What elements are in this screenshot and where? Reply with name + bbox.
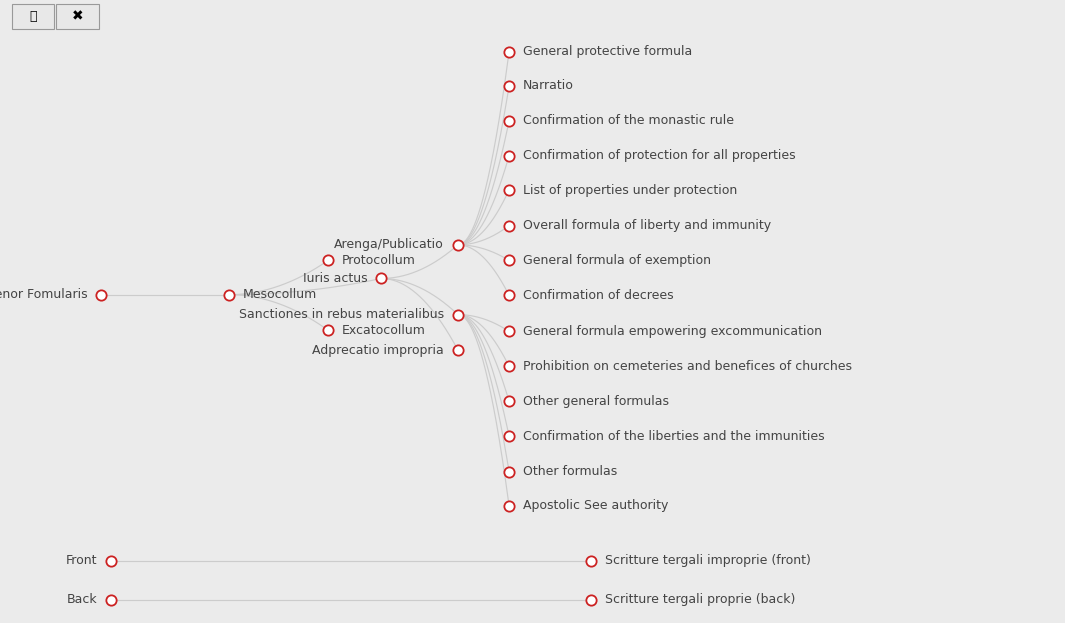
Point [501,255,518,265]
Text: Confirmation of protection for all properties: Confirmation of protection for all prope… [523,150,796,162]
Point [501,290,518,300]
Point [501,396,518,406]
Point [501,501,518,511]
Text: Tenor Fomularis: Tenor Fomularis [0,288,87,301]
Text: General formula of exemption: General formula of exemption [523,254,711,267]
Point [102,556,119,566]
Text: Confirmation of the liberties and the immunities: Confirmation of the liberties and the im… [523,430,824,442]
Text: Back: Back [66,594,97,606]
Point [501,326,518,336]
Point [501,151,518,161]
Text: Other formulas: Other formulas [523,465,617,478]
Point [102,595,119,605]
Point [320,325,337,335]
FancyBboxPatch shape [56,4,99,29]
Text: Arenga/Publicatio: Arenga/Publicatio [334,239,444,251]
Point [501,81,518,91]
Text: General protective formula: General protective formula [523,45,692,58]
Point [449,345,466,355]
Point [220,290,237,300]
Point [501,47,518,57]
Text: Scritture tergali improprie (front): Scritture tergali improprie (front) [605,554,810,567]
Point [449,240,466,250]
Point [373,273,390,283]
Point [501,116,518,126]
Text: Other general formulas: Other general formulas [523,395,669,407]
Point [501,221,518,231]
Text: Narratio: Narratio [523,80,574,92]
Point [583,595,600,605]
Text: Mesocollum: Mesocollum [243,288,317,301]
Point [501,361,518,371]
Text: Excatocollum: Excatocollum [342,324,426,336]
Point [583,556,600,566]
Text: Protocollum: Protocollum [342,254,415,267]
Text: 📔: 📔 [29,10,37,22]
Text: ✖: ✖ [72,9,83,23]
Text: Apostolic See authority: Apostolic See authority [523,500,669,512]
Text: Overall formula of liberty and immunity: Overall formula of liberty and immunity [523,219,771,232]
Text: General formula empowering excommunication: General formula empowering excommunicati… [523,325,822,338]
Point [93,290,110,300]
Text: List of properties under protection: List of properties under protection [523,184,737,196]
Text: Sanctiones in rebus materialibus: Sanctiones in rebus materialibus [239,308,444,321]
Point [449,310,466,320]
Text: Adprecatio impropria: Adprecatio impropria [312,344,444,356]
Text: Front: Front [65,554,97,567]
Point [320,255,337,265]
Text: Iuris actus: Iuris actus [302,272,367,285]
Text: Prohibition on cemeteries and benefices of churches: Prohibition on cemeteries and benefices … [523,360,852,373]
Text: Scritture tergali proprie (back): Scritture tergali proprie (back) [605,594,796,606]
Text: Confirmation of decrees: Confirmation of decrees [523,289,673,302]
Point [501,431,518,441]
Point [501,185,518,195]
FancyBboxPatch shape [12,4,54,29]
Text: Confirmation of the monastic rule: Confirmation of the monastic rule [523,115,734,127]
Point [501,467,518,477]
